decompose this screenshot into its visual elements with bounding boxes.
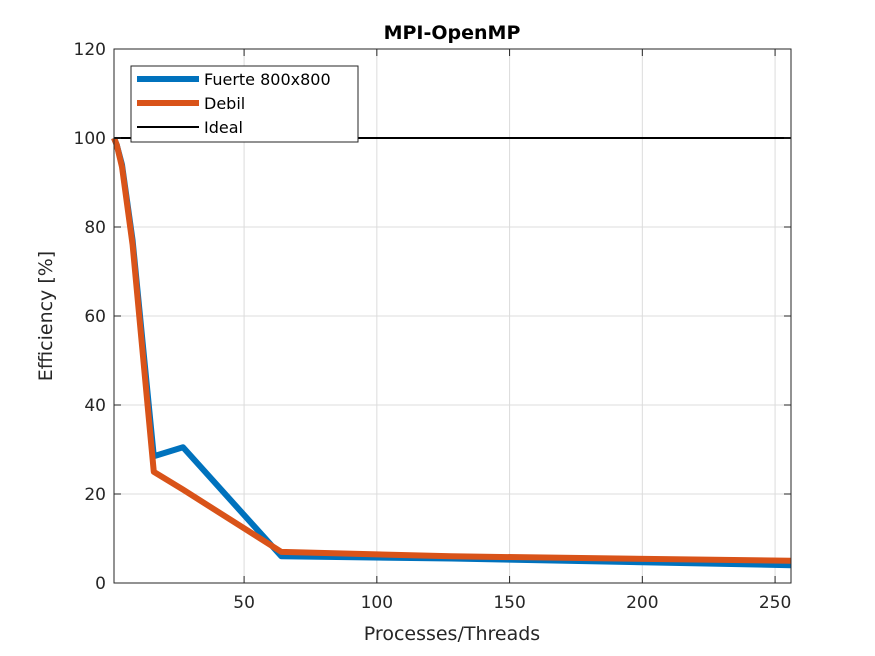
x-axis-label: Processes/Threads	[364, 623, 540, 645]
x-tick-label: 250	[759, 593, 791, 613]
legend-label-debil: Debil	[204, 94, 245, 113]
legend-label-fuerte: Fuerte 800x800	[204, 70, 331, 89]
y-tick-label: 40	[84, 396, 106, 416]
x-tick-label: 100	[361, 593, 393, 613]
y-tick-label: 120	[74, 40, 106, 60]
y-tick-label: 80	[84, 218, 106, 238]
y-tick-label: 60	[84, 307, 106, 327]
legend-label-ideal: Ideal	[204, 118, 243, 137]
y-axis-label: Efficiency [%]	[35, 251, 57, 381]
x-tick-label: 200	[626, 593, 658, 613]
y-tick-label: 0	[95, 574, 106, 594]
ticks: 50 100 150 200 250 0 20 40 60 80 100 120	[74, 40, 792, 613]
legend: Fuerte 800x800 Debil Ideal	[130, 65, 359, 143]
y-tick-label: 20	[84, 485, 106, 505]
x-tick-label: 150	[493, 593, 525, 613]
series-line-debil	[111, 136, 792, 564]
y-tick-label: 100	[74, 129, 106, 149]
chart-title: MPI-OpenMP	[384, 22, 521, 44]
x-tick-label: 50	[233, 593, 255, 613]
